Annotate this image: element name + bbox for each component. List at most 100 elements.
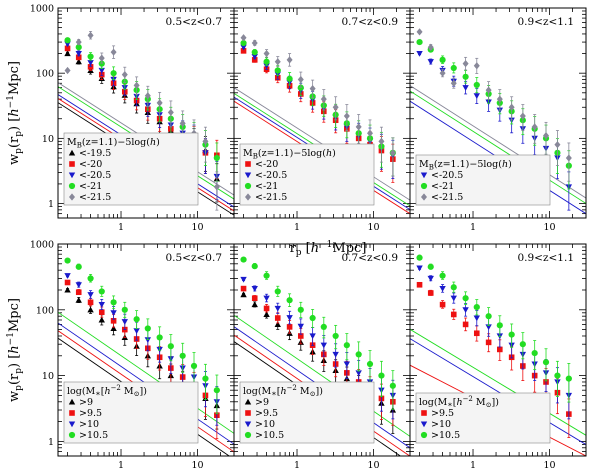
data-point — [320, 95, 327, 103]
legend-marker — [420, 172, 428, 179]
data-point — [565, 154, 572, 162]
data-point — [144, 337, 152, 344]
data-point — [355, 123, 362, 131]
data-point — [75, 54, 82, 61]
data-point — [274, 67, 281, 74]
data-point — [416, 281, 423, 288]
data-point — [251, 263, 258, 270]
series-green — [64, 257, 220, 415]
data-point — [462, 85, 469, 91]
data-point — [439, 286, 446, 292]
x-axis-label: rp [h−1Mpc] — [290, 240, 367, 258]
data-point — [485, 339, 492, 346]
y-tick-label: 1 — [48, 437, 54, 448]
data-point — [64, 279, 71, 286]
data-point — [179, 119, 186, 127]
data-point — [427, 275, 434, 282]
data-point — [263, 58, 270, 65]
data-point — [416, 38, 423, 46]
legend-label: >10 — [79, 419, 99, 430]
y-tick-label: 10 — [42, 134, 54, 145]
fit-line-grey — [410, 85, 586, 199]
data-point — [64, 41, 71, 48]
legend-marker — [244, 182, 252, 190]
legend-box — [239, 143, 375, 206]
data-point — [240, 39, 247, 47]
panel-r2-c3: 1 10 0.9<z<1.1 log(M∗[h−2 M⊙])>9.5>10>10.5 — [409, 243, 587, 471]
legend-title: log(M∗[h−2 M⊙]) — [419, 395, 499, 409]
legend-marker — [244, 172, 252, 179]
data-point — [450, 311, 457, 318]
data-point — [144, 325, 151, 332]
series-grey — [240, 34, 396, 177]
legend-label: >10.5 — [255, 430, 284, 441]
data-point — [75, 58, 82, 65]
data-point — [144, 92, 151, 100]
data-point — [251, 301, 258, 308]
data-point — [98, 288, 105, 295]
data-point — [251, 39, 258, 47]
data-point — [263, 272, 270, 279]
legend-marker — [68, 149, 76, 156]
data-point — [485, 86, 492, 94]
data-point — [274, 58, 281, 66]
data-point — [274, 305, 281, 312]
y-tick-label: 1 — [48, 199, 54, 210]
legend-marker — [244, 431, 252, 439]
data-point — [240, 44, 247, 51]
data-point — [98, 316, 105, 323]
data-point — [64, 286, 71, 293]
y-tick-label: 100 — [36, 305, 54, 316]
data-point — [64, 50, 71, 57]
x-tick-label: 10 — [367, 222, 379, 233]
data-point — [378, 372, 385, 379]
data-point — [133, 328, 140, 334]
legend-box — [415, 154, 551, 206]
x-tick-label: 10 — [367, 460, 379, 471]
data-point — [355, 370, 362, 377]
data-point — [427, 290, 434, 296]
data-point — [240, 34, 247, 42]
data-point — [64, 257, 71, 264]
legend-box — [63, 132, 199, 206]
data-point — [519, 341, 526, 348]
x-tick-label: 10 — [191, 460, 203, 471]
data-point — [240, 276, 247, 283]
data-point — [320, 323, 327, 330]
data-point — [263, 63, 270, 69]
data-point — [450, 284, 457, 291]
ticks — [58, 243, 235, 457]
data-point — [64, 273, 71, 279]
data-point — [110, 299, 117, 306]
legend-label: >9.5 — [255, 408, 278, 419]
data-point — [543, 132, 550, 140]
data-point — [427, 263, 434, 270]
legend-marker — [68, 431, 76, 439]
data-point — [473, 93, 480, 99]
x-tick-label: 1 — [470, 222, 476, 233]
data-point — [309, 333, 316, 340]
data-point — [427, 43, 434, 51]
data-point — [213, 154, 220, 162]
y-tick-label: 1000 — [30, 4, 54, 15]
data-point — [75, 263, 82, 270]
data-point — [75, 38, 82, 46]
data-point — [309, 314, 316, 322]
y-tick-label: 100 — [36, 69, 54, 80]
data-point — [274, 321, 281, 327]
data-point — [366, 360, 374, 368]
data-point — [332, 332, 339, 340]
data-point — [251, 295, 258, 302]
redshift-label: 0.7<z<0.9 — [341, 252, 398, 264]
data-point — [531, 349, 538, 357]
data-point — [297, 333, 304, 339]
data-point — [202, 375, 209, 382]
panel-r1-c2: 1 100.7<z<0.9MB(z=1.1)−5log(h)<-20<-20.5<… — [233, 7, 411, 233]
data-point — [167, 108, 174, 117]
data-point — [439, 69, 446, 77]
x-tick-label: 1 — [118, 460, 124, 471]
data-point — [427, 59, 434, 65]
data-point — [450, 295, 457, 302]
data-point — [251, 57, 258, 63]
x-tick-label: 1 — [118, 222, 124, 233]
